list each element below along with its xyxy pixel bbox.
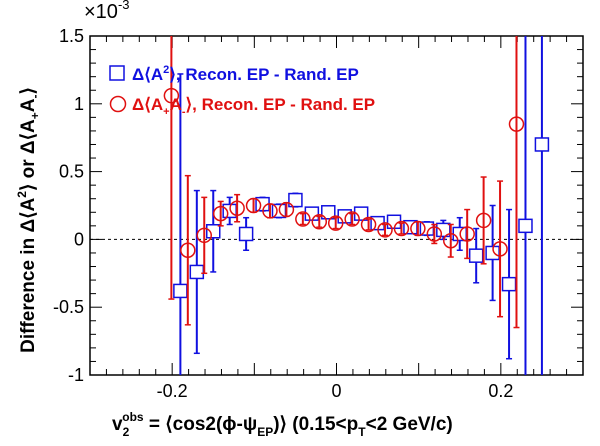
series-red-circles <box>163 36 525 329</box>
data-point-square <box>189 264 205 280</box>
data-point-square <box>238 226 254 242</box>
legend-label-red: Δ⟨A+A-⟩, Recon. EP - Rand. EP <box>132 95 375 118</box>
y-tick-label: -0.5 <box>53 297 84 317</box>
data-point-circle <box>360 216 377 233</box>
x-tick-label: -0.2 <box>157 381 188 401</box>
data-point-circle <box>344 211 360 227</box>
data-point-square <box>518 218 533 234</box>
data-point-square <box>468 248 484 263</box>
data-point-square <box>321 205 336 220</box>
data-point-circle <box>163 87 180 104</box>
legend: Δ⟨A2⟩, Recon. EP - Rand. EP Δ⟨A+A-⟩, Rec… <box>109 64 375 118</box>
x-axis-title: v2obs = ⟨cos2(ϕ-ψEP)⟩ (0.15<pT<2 GeV/c) <box>112 410 453 439</box>
data-point-circle <box>410 220 426 237</box>
data-point-circle <box>180 242 196 258</box>
data-point-circle <box>426 226 443 242</box>
data-point-circle <box>278 201 295 218</box>
svg-text:Difference in Δ⟨A2⟩ or Δ⟨A+A-⟩: Difference in Δ⟨A2⟩ or Δ⟨A+A-⟩ <box>15 87 42 353</box>
x-tick-label: 0.2 <box>488 381 513 401</box>
data-point-circle <box>443 233 459 249</box>
y-tick-label: -1 <box>68 365 84 385</box>
data-point-circle <box>327 215 344 231</box>
data-point-circle <box>245 197 262 214</box>
data-point-circle <box>492 241 508 257</box>
data-point-circle <box>262 203 278 219</box>
data-point-square <box>288 192 303 208</box>
data-point-square <box>534 137 550 152</box>
legend-marker-circle <box>109 95 127 113</box>
data-point-circle <box>377 222 393 238</box>
y-scale-multiplier: ×10-3 <box>84 0 130 23</box>
x-tick-label: 0 <box>331 381 341 401</box>
data-point-square <box>501 276 517 292</box>
data-point-circle <box>295 211 311 227</box>
data-point-circle <box>508 116 525 132</box>
y-tick-label: 1 <box>74 94 84 114</box>
data-point-circle <box>459 226 475 242</box>
data-point-circle <box>212 205 229 222</box>
y-axis-title: Difference in Δ⟨A2⟩ or Δ⟨A+A-⟩ <box>15 87 42 353</box>
y-tick-label: 0 <box>74 229 84 249</box>
data-point-circle <box>311 214 328 230</box>
data-point-square <box>206 224 221 239</box>
data-point-square <box>173 283 188 299</box>
legend-marker-square <box>109 65 125 81</box>
data-point-circle <box>229 200 245 216</box>
data-point-circle <box>196 227 212 244</box>
y-tick-label: 1.5 <box>59 26 84 46</box>
tick-labels: -0.2 0 0.2 -1 -0.5 0 0.5 1 1.5 <box>53 26 513 401</box>
y-tick-label: 0.5 <box>59 162 84 182</box>
series-layer <box>163 36 550 375</box>
data-point-circle <box>475 212 492 229</box>
legend-label-blue: Δ⟨A2⟩, Recon. EP - Rand. EP <box>132 64 359 84</box>
data-point-circle <box>393 220 410 237</box>
